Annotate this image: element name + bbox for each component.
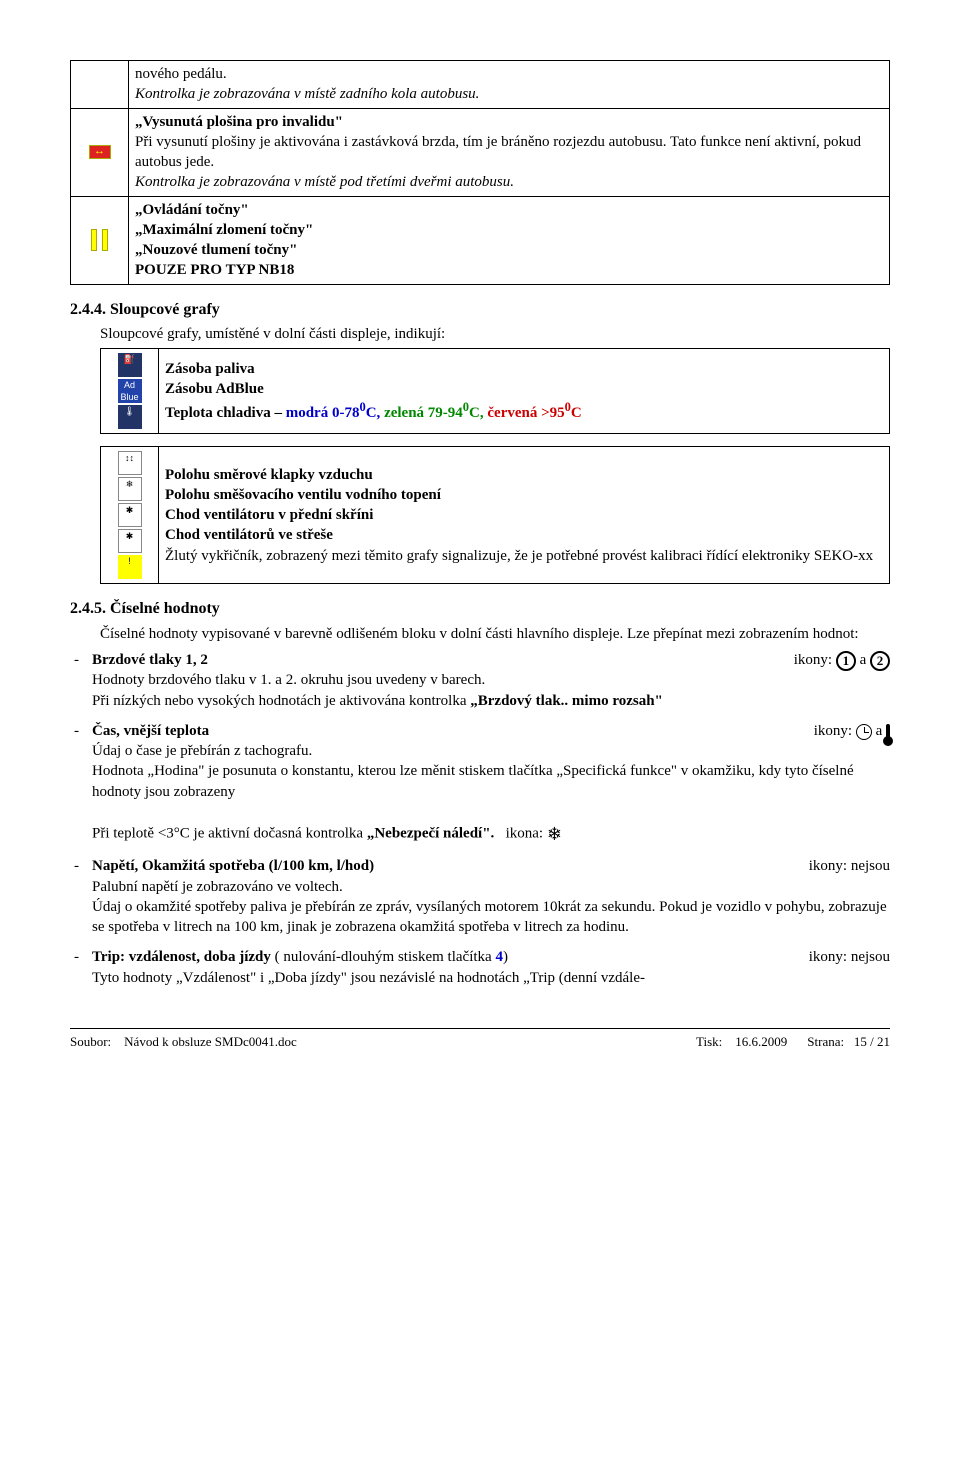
row2-text: „Vysunutá plošina pro invalidu" Při vysu… (129, 108, 890, 196)
heading-245: 2.4.5. Číselné hodnoty (70, 598, 890, 620)
bg1-text: Zásoba paliva Zásobu AdBlue Teplota chla… (159, 349, 890, 434)
indicator-table-top: nového pedálu. Kontrolka je zobrazována … (70, 60, 890, 285)
bg2-l1: Polohu směrové klapky vzduchu (165, 467, 373, 483)
snowflake-icon: ❄ (547, 824, 562, 844)
i2-l4b: „Nebezpečí náledí". (367, 826, 494, 842)
valve-icon: ❄ (118, 477, 142, 501)
i3-b: Napětí, Okamžitá spotřeba (l/100 km, l/h… (92, 858, 374, 874)
i2-b: Čas, vnější teplota (92, 723, 209, 739)
i2-ik: ikony: (814, 723, 852, 739)
bg1-l2: Zásobu AdBlue (165, 381, 264, 397)
bg1-red: červená >95 (487, 405, 564, 421)
circle-1-icon: 1 (836, 651, 856, 671)
row1-text: nového pedálu. Kontrolka je zobrazována … (129, 61, 890, 109)
f1l: Soubor: (70, 1034, 111, 1049)
row1-italic: Kontrolka je zobrazována v místě zadního… (135, 86, 479, 102)
bg1-green: zelená 79-94 (384, 405, 463, 421)
row3-l2: „Maximální zlomení točny" (135, 222, 313, 238)
platform-icon (89, 145, 111, 159)
i4-ik: ikony: nejsou (809, 947, 890, 967)
fan1-icon: ✱ (118, 503, 142, 527)
bg2-l3: Chod ventilátoru v přední skříni (165, 507, 373, 523)
icon-cell-platform (71, 108, 129, 196)
icon-cell-empty (71, 61, 129, 109)
f1v: Návod k obsluze SMDc0041.doc (124, 1034, 297, 1049)
bargraph-table-1: ⛽ AdBlue 🌡 Zásoba paliva Zásobu AdBlue T… (100, 348, 890, 434)
item-voltage: Napětí, Okamžitá spotřeba (l/100 km, l/h… (70, 856, 890, 937)
i2-l2: Údaj o čase je přebírán z tachografu. (92, 743, 312, 759)
bg2-l4: Chod ventilátorů ve střeše (165, 527, 333, 543)
i2-ik2: ikona: (506, 826, 544, 842)
i1-l3b: „Brzdový tlak.. mimo rozsah" (470, 693, 663, 709)
circle-2-icon: 2 (870, 651, 890, 671)
footer-page: Strana: 15 / 21 (807, 1033, 890, 1051)
item-brake: Brzdové tlaky 1, 2 ikony: 1 a 2 Hodnoty … (70, 650, 890, 711)
page-footer: Soubor: Návod k obsluze SMDc0041.doc Tis… (70, 1028, 890, 1051)
f3l: Strana: (807, 1034, 844, 1049)
bg1-c1: C, (366, 405, 384, 421)
intro-245: Číselné hodnoty vypisované v barevně odl… (100, 624, 890, 644)
i2-l4a: Při teplotě <3°C je aktivní dočasná kont… (92, 826, 367, 842)
intro-244: Sloupcové grafy, umístěné v dolní části … (100, 324, 890, 344)
yellow-icon-2 (102, 229, 108, 251)
bg2-l2: Polohu směšovacího ventilu vodního topen… (165, 487, 441, 503)
i3-l3: Údaj o okamžité spotřeby paliva je přebí… (92, 899, 887, 935)
i4-p: ( nulování-dlouhým stiskem tlačítka (271, 949, 496, 965)
item-time: Čas, vnější teplota ikony: a Údaj o čase… (70, 721, 890, 847)
i4-4: 4 (495, 949, 503, 965)
row2-body: Při vysunutí plošiny je aktivována i zas… (135, 134, 861, 170)
bg1-blue: modrá 0-78 (286, 405, 360, 421)
item-trip: Trip: vzdálenost, doba jízdy ( nulování-… (70, 947, 890, 988)
clock-icon (856, 724, 872, 740)
row2-italic: Kontrolka je zobrazována v místě pod tře… (135, 174, 514, 190)
i1-b: Brzdové tlaky 1, 2 (92, 652, 208, 668)
bg1-icons: ⛽ AdBlue 🌡 (101, 349, 159, 434)
flap-icon: ↕↕ (118, 451, 142, 475)
fuel-icon: ⛽ (118, 353, 142, 377)
i1-l3a: Při nízkých nebo vysokých hodnotách je a… (92, 693, 470, 709)
yellow-icon-1 (91, 229, 97, 251)
row3-b: POUZE PRO TYP NB18 (135, 262, 294, 278)
bg1-l1: Zásoba paliva (165, 361, 255, 377)
row3-l3: „Nouzové tlumení točny" (135, 242, 297, 258)
i1-icons: ikony: 1 a 2 (794, 650, 890, 671)
bg1-l3a: Teplota chladiva – (165, 405, 286, 421)
row1-line1: nového pedálu. (135, 66, 227, 82)
f2l: Tisk: (696, 1034, 722, 1049)
temp-icon: 🌡 (118, 405, 142, 429)
i2-l3: Hodnota „Hodina" je posunuta o konstantu… (92, 763, 854, 799)
bargraph-table-2: ↕↕ ❄ ✱ ✱ ! Polohu směrové klapky vzduchu… (100, 446, 890, 584)
bg1-c2: C, (469, 405, 487, 421)
excl-icon: ! (118, 555, 142, 579)
bg2-icons: ↕↕ ❄ ✱ ✱ ! (101, 447, 159, 584)
i3-ik: ikony: nejsou (809, 856, 890, 876)
i4-b: Trip: vzdálenost, doba jízdy (92, 949, 271, 965)
row2-title: „Vysunutá plošina pro invalidu" (135, 114, 343, 130)
i1-l2: Hodnoty brzdového tlaku v 1. a 2. okruhu… (92, 672, 485, 688)
footer-print: Tisk: 16.6.2009 (696, 1033, 787, 1051)
bg2-l5: Žlutý vykřičník, zobrazený mezi těmito g… (165, 548, 873, 564)
thermometer-icon (886, 724, 890, 740)
bg2-text: Polohu směrové klapky vzduchu Polohu smě… (159, 447, 890, 584)
i2-a: a (876, 723, 883, 739)
i2-icons: ikony: a (814, 721, 890, 741)
numeric-values-list: Brzdové tlaky 1, 2 ikony: 1 a 2 Hodnoty … (70, 650, 890, 988)
icon-cell-turntable (71, 196, 129, 284)
adblue-icon: AdBlue (118, 379, 142, 403)
row3-text: „Ovládání točny" „Maximální zlomení točn… (129, 196, 890, 284)
row3-l1: „Ovládání točny" (135, 202, 249, 218)
heading-244: 2.4.4. Sloupcové grafy (70, 299, 890, 321)
i1-ik: ikony: (794, 652, 832, 668)
f3v: 15 / 21 (854, 1034, 890, 1049)
i3-l2: Palubní napětí je zobrazováno ve voltech… (92, 879, 343, 895)
bg1-c3: C (571, 405, 582, 421)
i1-a: a (860, 652, 867, 668)
i4-pp: ) (503, 949, 508, 965)
i4-l2: Tyto hodnoty „Vzdálenost" i „Doba jízdy"… (92, 970, 645, 986)
f2v: 16.6.2009 (735, 1034, 787, 1049)
fan2-icon: ✱ (118, 529, 142, 553)
footer-source: Soubor: Návod k obsluze SMDc0041.doc (70, 1033, 297, 1051)
